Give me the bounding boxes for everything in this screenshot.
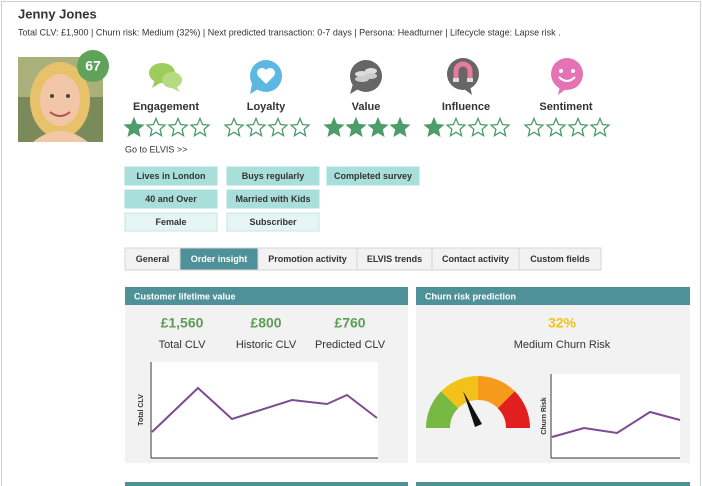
star-empty [523,116,545,138]
loyalty-icon [250,60,282,94]
value-icon [350,60,382,94]
star-empty [467,116,489,138]
customer-name: Jenny Jones [18,6,97,21]
metric-label: Engagement [133,101,199,113]
stat-value: £800 [250,315,281,331]
next-panel-header [125,482,408,486]
stat-label: Predicted CLV [315,339,386,351]
customer-summary: Total CLV: £1,900 | Churn risk: Medium (… [18,27,561,37]
metric-label: Influence [442,101,490,113]
tag[interactable] [124,189,218,209]
metric-label: Value [352,101,381,113]
tag-label[interactable]: Female [155,217,186,227]
tag-label[interactable]: 40 and Over [145,194,197,204]
score: 67 [85,58,101,74]
tag[interactable] [226,212,320,232]
metric-label: Loyalty [247,101,286,113]
clv-chart [150,362,378,458]
tag[interactable] [326,166,420,186]
tag-label[interactable]: Married with Kids [235,194,310,204]
tag[interactable] [226,189,320,209]
score-badge [77,50,109,82]
star-empty [567,116,589,138]
metric-label: Sentiment [539,101,593,113]
star-empty [545,116,567,138]
star-empty [267,116,289,138]
star-filled [345,116,367,138]
star-empty [245,116,267,138]
tag[interactable] [124,212,218,232]
star-empty [145,116,167,138]
star-filled [423,116,445,138]
tab[interactable] [518,247,602,271]
clv-line [151,386,378,433]
star-empty [489,116,511,138]
churn-label: Medium Churn Risk [514,339,611,351]
star-filled [389,116,411,138]
sentiment-icon [551,58,583,95]
tag-label[interactable]: Lives in London [137,171,206,181]
influence-icon [447,58,479,95]
star-empty [445,116,467,138]
star-filled [367,116,389,138]
star-empty [189,116,211,138]
star-empty [223,116,245,138]
churn-line [551,410,681,438]
clv-panel-title: Customer lifetime value [134,291,236,301]
tag[interactable] [124,166,218,186]
star-filled [323,116,345,138]
photo [18,57,103,142]
tab-label[interactable]: Contact activity [442,254,509,264]
tag-label[interactable]: Subscriber [249,217,297,227]
stat-value: £760 [334,315,365,331]
tag-label[interactable]: Completed survey [334,171,412,181]
tab-label[interactable]: Order insight [191,254,248,264]
tab-label[interactable]: ELVIS trends [367,254,422,264]
clv-axis-label: Total CLV [138,394,145,426]
gauge [426,375,530,428]
stat-value: £1,560 [161,315,204,331]
churn-axis-label: Churn Risk [541,397,548,434]
engagement-icon [149,63,182,92]
tab-label[interactable]: Custom fields [530,254,590,264]
stat-label: Historic CLV [236,339,297,351]
elvis-link[interactable]: Go to ELVIS >> [125,144,187,154]
star-empty [167,116,189,138]
tab-label[interactable]: General [136,254,170,264]
tab-label[interactable]: Promotion activity [268,254,347,264]
churn-panel-title: Churn risk prediction [425,291,516,301]
tag-label[interactable]: Buys regularly [242,171,305,181]
star-empty [289,116,311,138]
star-filled [123,116,145,138]
stat-label: Total CLV [159,339,207,351]
tag[interactable] [226,166,320,186]
churn-value: 32% [548,315,577,331]
churn-chart [550,374,680,458]
next-panel-header [416,482,690,486]
clv-panel-header [125,287,408,305]
star-empty [589,116,611,138]
churn-panel-header [416,287,690,305]
